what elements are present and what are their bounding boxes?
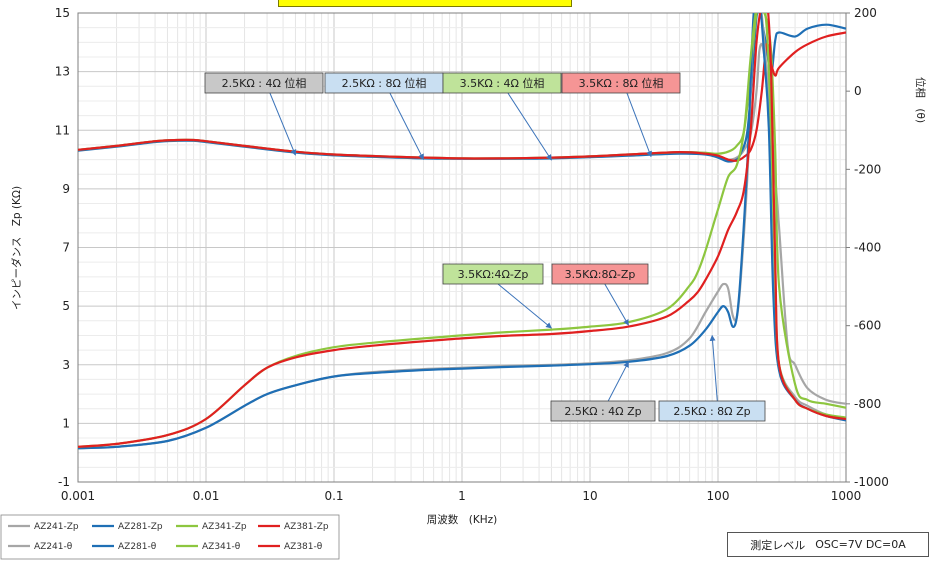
series-line-AZ381-Zp (78, 13, 846, 448)
annotation-box (442, 263, 544, 285)
y-left-tick-label: 15 (55, 6, 70, 20)
x-tick-label: 0.01 (193, 489, 220, 503)
annotation-label: 3.5KΩ:8Ω-Zp (565, 268, 636, 281)
legend: AZ241-Zp AZ281-Zp AZ341-Zp AZ381-Zp AZ241-θ A… (0, 514, 340, 560)
annotation-label: 3.5KΩ : 4Ω 位相 (460, 76, 545, 90)
y-left-tick-label: 7 (62, 241, 70, 255)
series-line-AZ281-Zp (78, 13, 846, 450)
legend-item: AZ381-θ (284, 542, 323, 552)
y-left-tick-label: 1 (62, 416, 70, 430)
annotation-arrow (709, 334, 718, 402)
annotation-box (561, 72, 681, 94)
x-tick-label: 10 (582, 489, 597, 503)
legend-item: AZ241-θ (34, 542, 73, 552)
y-right-tick-label: 200 (854, 6, 877, 20)
annotation-box (442, 72, 562, 94)
y-left-tick-label: 9 (62, 182, 70, 196)
annotation-arrow (626, 92, 652, 158)
series-line-AZ381-θ (78, 31, 846, 162)
x-tick-label: 0.001 (61, 489, 95, 503)
y-left-tick-label: 5 (62, 299, 70, 313)
annotation-arrow (604, 283, 629, 326)
x-tick-label: 0.1 (324, 489, 343, 503)
annotation-box (204, 72, 324, 94)
measurement-box: 測定レベル OSC=7V DC=0A (727, 532, 929, 557)
annotation-label: 2.5KΩ : 4Ω Zp (564, 405, 641, 418)
x-axis-label: 周波数 (KHz) (427, 513, 498, 526)
legend-item: AZ281-θ (118, 542, 157, 552)
y-left-tick-label: 13 (55, 65, 70, 79)
legend-item: AZ341-θ (202, 542, 241, 552)
annotations: 2.5KΩ : 4Ω 位相 2.5KΩ : 8Ω 位相 3.5KΩ : 4Ω 位相 3… (204, 72, 766, 422)
y-left-tick-label: -1 (58, 475, 70, 489)
annotation-box (551, 263, 649, 285)
annotation-arrow (269, 92, 297, 156)
legend-item: AZ281-Zp (118, 522, 163, 532)
annotation-label: 3.5KΩ : 8Ω 位相 (579, 76, 664, 90)
measurement-label: 測定レベル (750, 538, 806, 552)
annotation-box (658, 400, 766, 422)
annotation-label: 2.5KΩ : 4Ω 位相 (222, 76, 307, 90)
legend-item: AZ341-Zp (202, 522, 247, 532)
legend-box (0, 514, 340, 560)
y-right-tick-label: -1000 (854, 475, 889, 489)
y-left-tick-label: 3 (62, 358, 70, 372)
x-tick-label: 1000 (831, 489, 862, 503)
y-right-tick-label: -600 (854, 319, 881, 333)
annotation-arrow (497, 283, 552, 329)
y-axis-right-label: 位相 (θ) (914, 77, 927, 123)
axis-ticks: 0.001 0.01 0.1 1 10 100 1000-113579111315-1000… (55, 6, 889, 503)
annotation-arrow (389, 92, 424, 161)
annotation-label: 2.5KΩ : 8Ω Zp (673, 405, 750, 418)
annotation-arrow (607, 361, 629, 402)
annotation-label: 3.5KΩ:4Ω-Zp (458, 268, 529, 281)
x-tick-label: 100 (707, 489, 730, 503)
series-lines (78, 13, 846, 450)
x-tick-label: 1 (458, 489, 466, 503)
title-banner (278, 0, 572, 7)
measurement-value: OSC=7V DC=0A (815, 538, 906, 551)
y-right-tick-label: 0 (854, 84, 862, 98)
y-left-tick-label: 11 (55, 123, 70, 137)
annotation-box (550, 400, 656, 422)
y-right-tick-label: -200 (854, 162, 881, 176)
y-right-tick-label: -800 (854, 397, 881, 411)
annotation-label: 2.5KΩ : 8Ω 位相 (342, 76, 427, 90)
annotation-arrow (507, 92, 552, 161)
legend-item: AZ381-Zp (284, 522, 329, 532)
legend-item: AZ241-Zp (34, 522, 79, 532)
y-right-tick-label: -400 (854, 241, 881, 255)
y-axis-left-label: インピーダンス Zp (KΩ) (10, 186, 23, 310)
